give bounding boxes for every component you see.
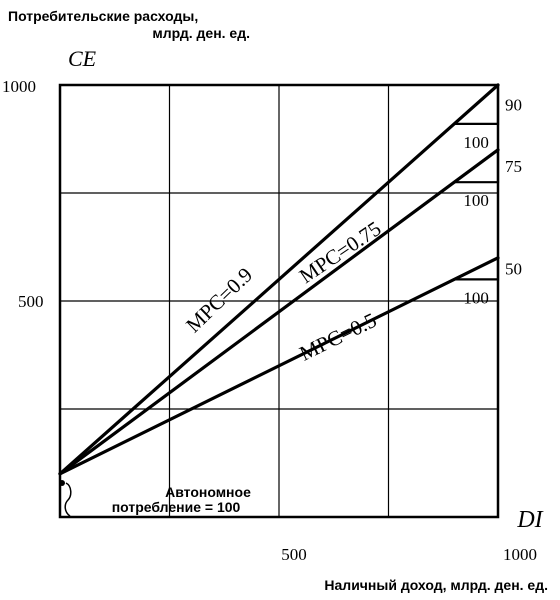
step-rise-label-mpc-0.75: 75 — [505, 157, 522, 176]
step-run-label-mpc-0.75: 100 — [463, 191, 489, 210]
series-label-mpc-0.9: MPC=0.9 — [181, 263, 257, 338]
series-layer: 90 100 75 100 50 100 — [58, 83, 522, 476]
step-rise-label-mpc-0.5: 50 — [505, 260, 522, 279]
step-triangle-mpc-0.75 — [454, 149, 500, 184]
series-line-mpc-0.5 — [58, 256, 500, 476]
annotation-line-1: Автономное — [165, 484, 251, 500]
step-run-label-mpc-0.5: 100 — [463, 288, 489, 307]
intercept-brace — [64, 482, 72, 517]
x-tick-label-500: 500 — [281, 545, 307, 564]
grid — [60, 85, 498, 517]
series-line-mpc-0.9 — [58, 83, 500, 476]
y-tick-label-1000: 1000 — [2, 77, 36, 96]
ylabel-line-2: млрд. ден. ед. — [152, 25, 250, 41]
step-rise-label-mpc-0.9: 90 — [505, 95, 522, 114]
step-triangle-mpc-0.9 — [454, 85, 500, 125]
ylabel-line-1: Потребительские расходы, — [8, 8, 198, 24]
x-tick-label-1000: 1000 — [503, 545, 537, 564]
annotation-line-2: потребление = 100 — [112, 499, 241, 515]
series-label-mpc-0.5: MPC=0.5 — [296, 308, 381, 366]
step-triangle-mpc-0.5 — [454, 257, 500, 281]
y-axis-symbol: CE — [68, 46, 97, 71]
step-run-label-mpc-0.9: 100 — [463, 133, 489, 152]
series-line-mpc-0.75 — [58, 148, 500, 476]
intercept-point — [59, 480, 65, 486]
y-tick-label-500: 500 — [18, 292, 44, 311]
plot-frame — [58, 83, 500, 519]
x-axis-symbol: DI — [516, 507, 543, 533]
xlabel: Наличный доход, млрд. ден. ед. — [324, 577, 548, 593]
